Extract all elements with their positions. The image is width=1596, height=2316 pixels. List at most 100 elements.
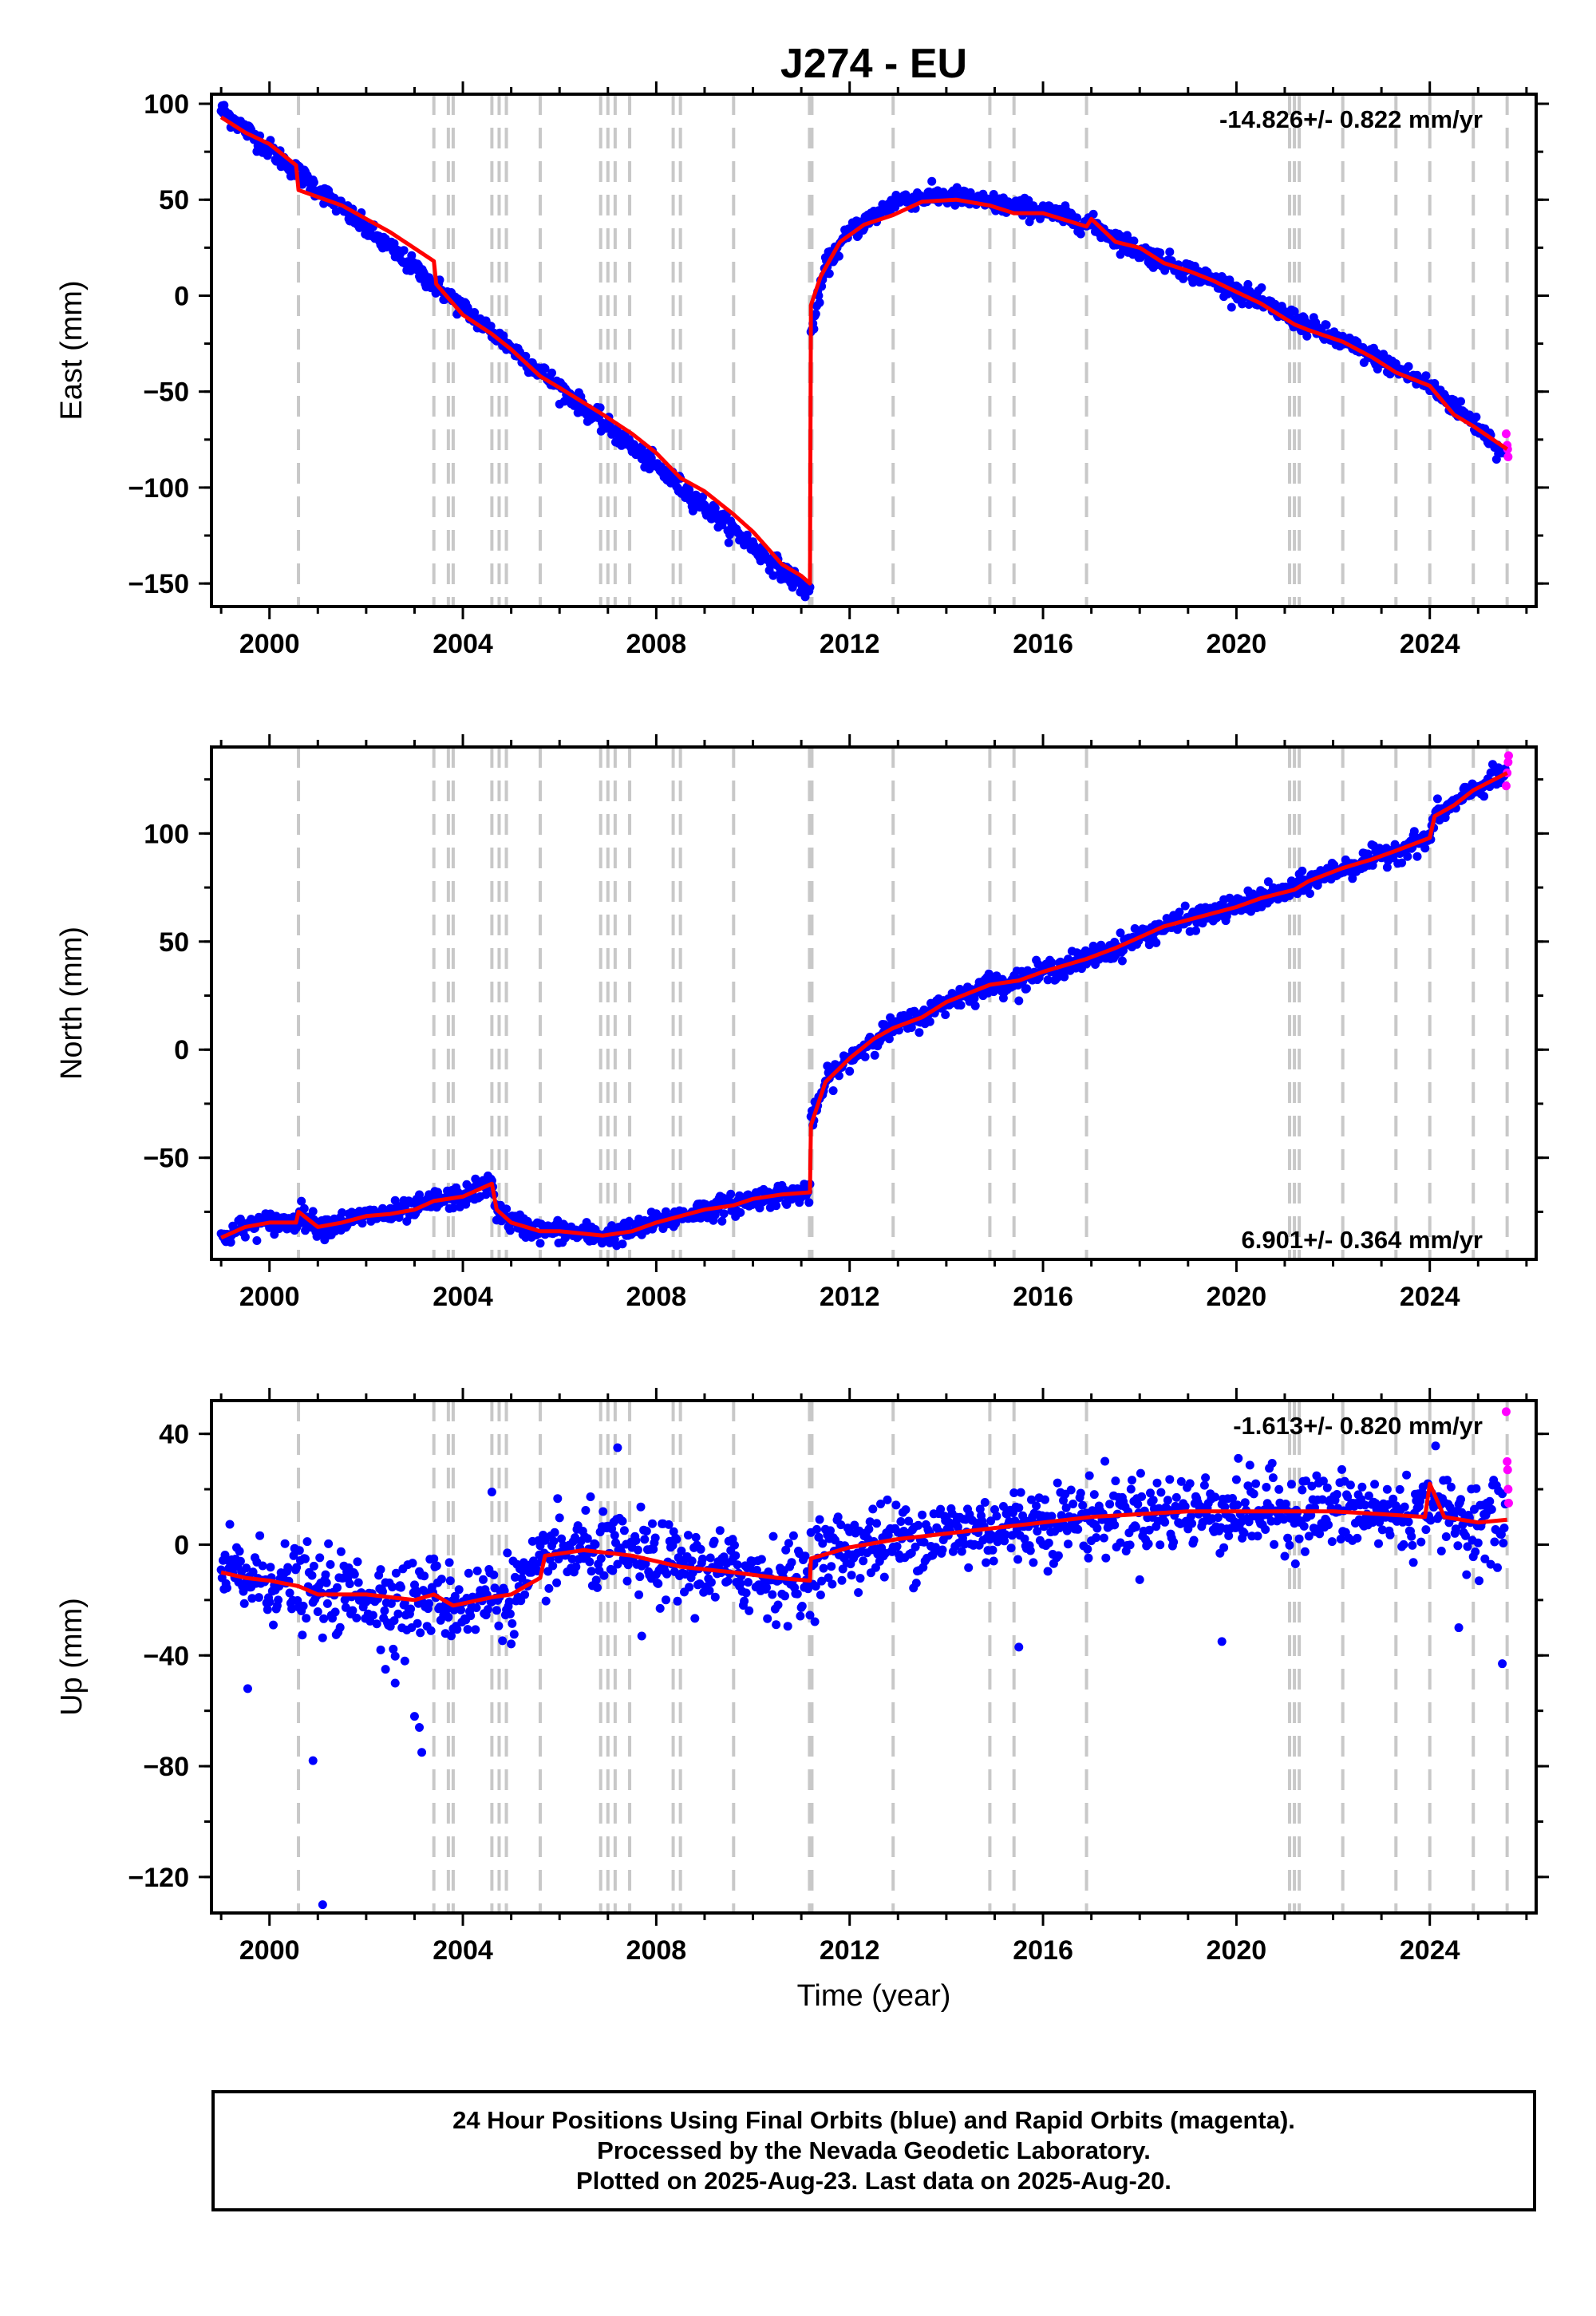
data-point [817,1576,827,1586]
y-tick-label: −50 [143,1144,189,1174]
data-point [1290,1559,1300,1568]
data-point [855,1574,865,1583]
data-point [1420,844,1430,853]
data-point [1135,1575,1144,1584]
data-point [845,1066,855,1076]
x-tick-label: 2020 [1207,1935,1267,1966]
data-point [552,1578,562,1587]
x-tick-label: 2024 [1400,629,1460,659]
data-point [557,1534,567,1543]
data-point [650,1533,660,1543]
data-point [911,1542,920,1551]
data-point [335,1622,345,1632]
data-point [1263,877,1273,887]
data-point [393,1609,403,1618]
data-point [492,1606,501,1615]
rapid-orbit-point [1503,751,1513,761]
data-point [633,1545,642,1555]
data-point [450,1591,460,1601]
x-tick-label: 2008 [626,1282,687,1312]
data-point [1404,362,1413,371]
data-point [1382,1484,1392,1494]
data-point [498,1636,508,1646]
data-point [992,1512,1001,1521]
data-point [1084,1553,1093,1563]
data-point [797,1602,807,1611]
x-tick-label: 2012 [820,1282,880,1312]
data-point [1363,849,1373,859]
data-point [1302,1476,1311,1486]
data-point [463,1625,472,1634]
data-point [1461,1531,1470,1540]
data-point [1399,1539,1408,1549]
panel-up: 2000 2004 2008 2012 2016 2020 2024 −120 −80 −40 0 4… [55,1388,1549,1966]
data-point [762,1583,771,1592]
panel-north: 2000 2004 2008 2012 2016 2020 2024 −50 0 50 100 Nor… [55,734,1549,1312]
x-tick-label: 2008 [626,629,687,659]
data-point [1361,1500,1369,1510]
data-point [554,1555,563,1563]
caption-line-3: Plotted on 2025-Aug-23. Last data on 202… [576,2167,1171,2195]
data-point [860,1052,870,1061]
data-point [1395,1484,1404,1494]
data-point [648,1519,657,1528]
final-orbit-points [216,101,1510,602]
data-point [1069,1500,1078,1508]
data-point [1294,1534,1304,1543]
data-point [1078,1500,1088,1510]
data-point [340,1595,350,1605]
y-tick-label: −150 [128,569,189,599]
data-point [1032,1501,1041,1511]
data-point [876,1500,885,1508]
data-point [1189,1535,1199,1545]
data-point [837,1575,847,1585]
data-point [1298,866,1307,875]
data-point [1001,1530,1010,1539]
data-point [298,1601,308,1611]
data-point [622,1576,632,1586]
data-point [1283,1533,1293,1543]
data-point [925,1017,934,1026]
data-point [636,1502,646,1512]
data-point [1451,1524,1460,1534]
data-point [425,1599,434,1608]
x-tick-label: 2012 [820,1935,880,1966]
data-point [1239,1528,1249,1538]
data-point [309,1561,318,1571]
data-point [505,1226,515,1235]
data-point [613,1559,622,1569]
data-point [730,1540,739,1550]
data-point [583,1534,592,1543]
data-point [783,1622,792,1631]
data-point [1302,331,1312,341]
data-point [456,1605,466,1614]
data-point [326,1559,335,1569]
data-point [773,1600,783,1610]
outlier-point [390,1678,400,1688]
data-point [1245,1460,1254,1470]
data-point [619,1526,629,1535]
data-point [768,1531,778,1541]
data-point [847,1571,856,1580]
data-point [1253,1531,1262,1541]
data-point [1152,938,1161,947]
data-point [1377,1525,1387,1535]
rapid-orbit-point [1503,757,1513,767]
data-point [819,1563,828,1573]
data-point [1402,1470,1412,1480]
outlier-point [376,1645,385,1654]
data-point [980,1498,990,1507]
data-point [1057,1511,1066,1520]
data-point [1479,792,1489,801]
data-point [698,1554,707,1563]
data-point [763,1614,772,1623]
data-point [672,1535,681,1544]
data-point [1480,1554,1490,1563]
data-point [1370,1480,1380,1489]
data-point [736,1207,745,1217]
data-point [1146,1488,1155,1498]
data-point [641,1559,650,1568]
data-point [297,1196,306,1206]
data-point [507,1639,516,1649]
data-point [868,1504,878,1514]
